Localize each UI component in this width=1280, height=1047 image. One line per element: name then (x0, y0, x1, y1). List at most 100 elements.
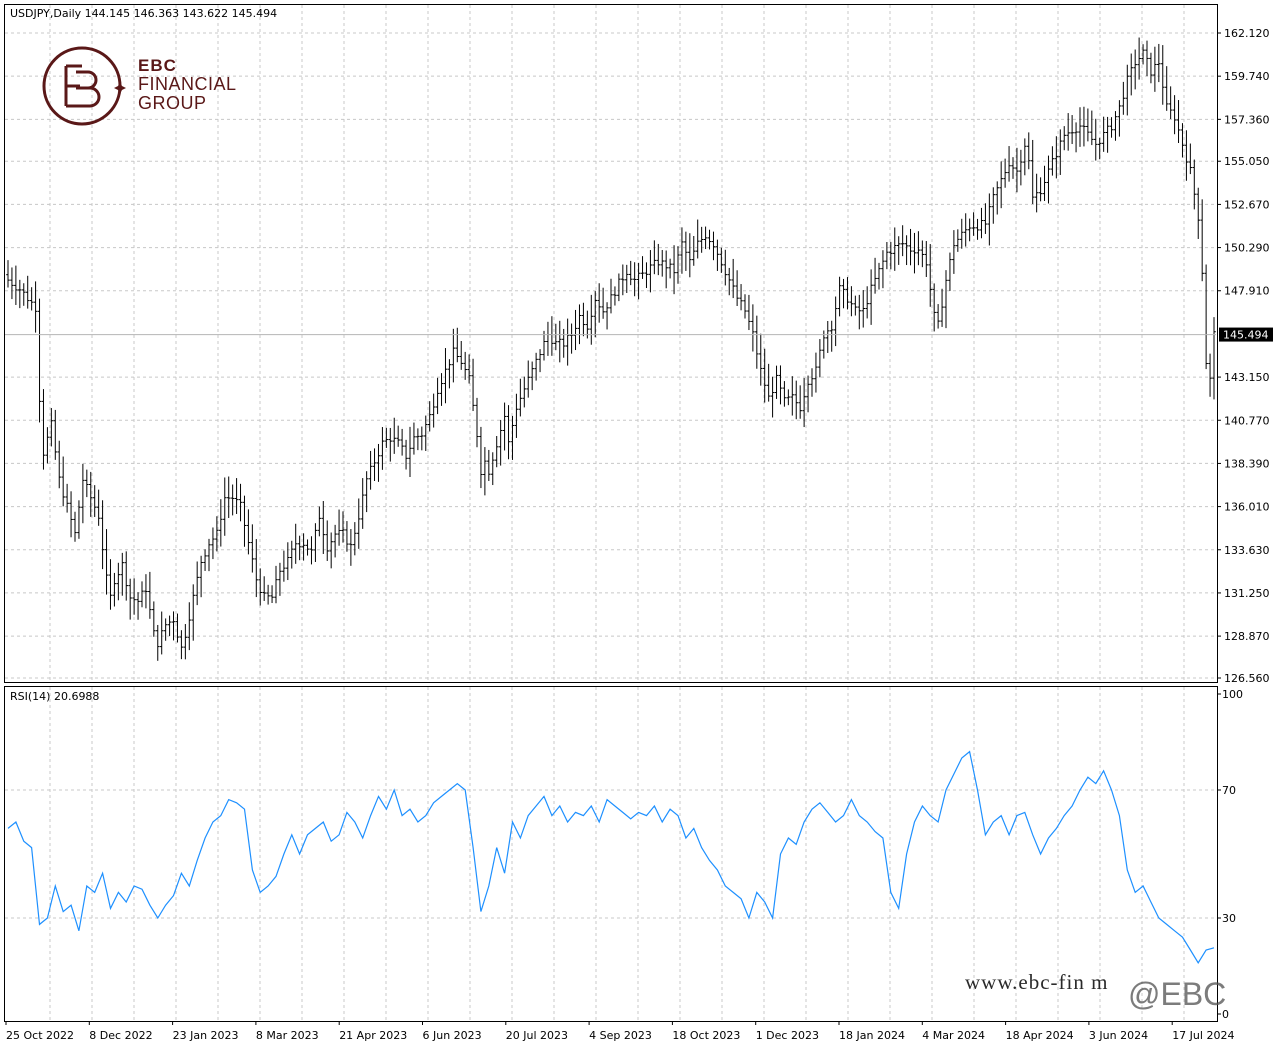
ohlc-bar (778, 365, 783, 405)
ohlc-bar (829, 320, 834, 352)
ohlc-bar (286, 542, 290, 581)
ohlc-bar (605, 302, 609, 330)
ohlc-bar (597, 283, 601, 323)
ohlc-bar (317, 506, 322, 537)
ohlc-bar (617, 273, 621, 302)
time-axis-label: 18 Jan 2024 (839, 1029, 905, 1042)
ohlc-bar (786, 389, 791, 406)
ohlc-bar (691, 235, 696, 266)
ohlc-bar (392, 417, 397, 454)
ohlc-bar (116, 562, 121, 601)
ohlc-bar (215, 516, 219, 552)
ohlc-bar (928, 244, 933, 307)
ohlc-bar (1062, 126, 1067, 151)
ohlc-bar (1141, 44, 1145, 65)
ohlc-bar (431, 393, 436, 428)
ohlc-bar (530, 361, 534, 391)
ohlc-bar (971, 212, 976, 236)
ohlc-bar (1090, 110, 1094, 146)
price-axis-label: 136.010 (1224, 501, 1270, 514)
ohlc-bar (321, 501, 326, 554)
ohlc-bar (554, 323, 558, 351)
ohlc-bar (435, 377, 440, 415)
ohlc-bar (743, 294, 747, 319)
ohlc-bar (857, 294, 862, 330)
ohlc-bar (991, 187, 996, 224)
ohlc-bar (676, 246, 680, 284)
ohlc-bar (1208, 353, 1212, 397)
ohlc-bar (959, 218, 964, 249)
ohlc-bar (1015, 147, 1019, 193)
ohlc-bar (1168, 86, 1173, 120)
ohlc-bar (88, 471, 93, 517)
ohlc-bar (187, 602, 192, 651)
ohlc-bar (502, 402, 507, 451)
ohlc-bar (73, 511, 77, 542)
ohlc-bar (632, 262, 637, 297)
time-axis-label: 1 Dec 2023 (756, 1029, 819, 1042)
time-axis-label: 18 Apr 2024 (1006, 1029, 1074, 1042)
ohlc-bar (770, 376, 775, 418)
ohlc-bar (613, 286, 617, 306)
ohlc-bar (1034, 173, 1039, 213)
price-panel-frame (4, 4, 1218, 683)
ohlc-bar (100, 500, 105, 570)
ohlc-bar (853, 295, 858, 316)
rsi-header: RSI(14) 20.6988 (10, 690, 100, 703)
ohlc-bar (483, 447, 487, 496)
ohlc-bar (668, 258, 672, 279)
last-price-badge (1219, 327, 1273, 342)
ohlc-bar (845, 277, 850, 310)
ohlc-bar (254, 539, 259, 598)
ohlc-bar (1172, 95, 1177, 135)
ebc-logo: EBC FINANCIAL GROUP (40, 44, 250, 130)
ohlc-bar (360, 478, 365, 529)
ohlc-bar (1180, 123, 1185, 158)
ohlc-bar (92, 485, 97, 517)
ohlc-bar (159, 611, 164, 655)
time-axis-label: 18 Oct 2023 (672, 1029, 740, 1042)
ohlc-bar (108, 559, 113, 610)
ohlc-bar (948, 252, 952, 291)
ohlc-bar (1097, 137, 1102, 160)
ohlc-bar (21, 283, 26, 306)
ohlc-bar (372, 448, 377, 482)
ohlc-bar (538, 349, 542, 373)
ohlc-bar (680, 227, 684, 274)
logo-line-1: EBC (138, 56, 177, 75)
ohlc-bar (1003, 158, 1007, 188)
ohlc-bar (920, 240, 925, 268)
ohlc-bar (889, 241, 893, 270)
ohlc-bar (1121, 81, 1126, 115)
ohlc-bar (337, 509, 341, 546)
price-axis-label: 162.120 (1224, 27, 1270, 40)
ohlc-bar (514, 393, 519, 438)
ohlc-bar (518, 378, 523, 417)
ohlc-bar (565, 318, 570, 366)
ohlc-bar (408, 426, 412, 478)
ohlc-bar (936, 304, 940, 329)
ohlc-bar (648, 250, 653, 293)
ohlc-bar (711, 231, 716, 261)
ohlc-bar (1113, 111, 1118, 141)
ohlc-bar (120, 552, 125, 596)
ohlc-bar (427, 401, 432, 432)
ohlc-bar (1157, 43, 1161, 83)
ohlc-bar (380, 427, 385, 470)
ohlc-bar (881, 250, 885, 289)
ohlc-bar (144, 574, 148, 609)
ohlc-bar (242, 495, 247, 547)
ohlc-bar (333, 524, 337, 558)
ohlc-bar (916, 231, 921, 266)
ohlc-bar (1026, 132, 1031, 170)
ohlc-bar (873, 257, 877, 294)
logo-wordmark: EBC FINANCIAL GROUP (138, 56, 237, 113)
ohlc-bar (1011, 157, 1015, 179)
ohlc-bar (152, 601, 156, 637)
ohlc-bar (900, 225, 905, 257)
ohlc-bar (818, 339, 822, 378)
ohlc-bar (747, 294, 751, 331)
ohlc-bar (313, 523, 318, 562)
ohlc-bar (270, 585, 274, 604)
